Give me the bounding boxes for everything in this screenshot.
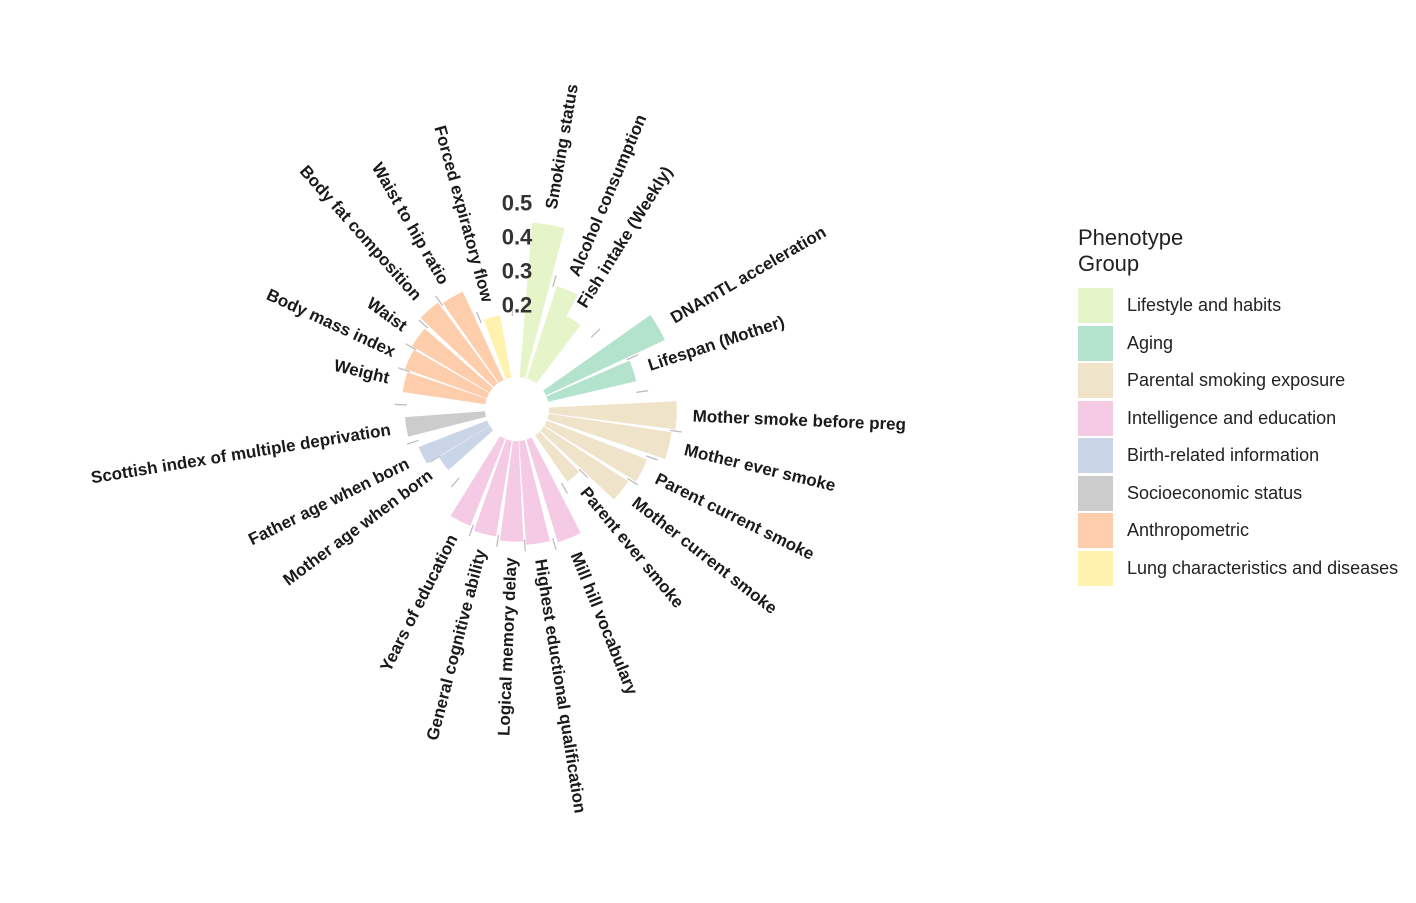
bar xyxy=(442,291,504,383)
bar-label: Logical memory delay xyxy=(494,557,520,737)
tick-mark xyxy=(511,303,514,316)
radial-tick-label: 0.5 xyxy=(502,191,533,216)
radial-tick-label: 0.3 xyxy=(502,259,533,284)
bar xyxy=(438,425,494,471)
legend-item: Aging xyxy=(1078,325,1398,363)
legend-item: Lifestyle and habits xyxy=(1078,287,1398,325)
legend-label: Aging xyxy=(1127,332,1174,353)
legend-item: Parental smoking exposure xyxy=(1078,362,1398,400)
bar xyxy=(544,420,647,482)
legend-label: Anthropometric xyxy=(1127,520,1250,541)
bar xyxy=(402,372,487,405)
tick-mark xyxy=(669,429,682,433)
tick-mark xyxy=(523,539,526,552)
legend-title-line1: Phenotype xyxy=(1078,225,1184,250)
legend-title-line2: Group xyxy=(1078,251,1140,276)
bar xyxy=(526,437,581,543)
legend-swatch xyxy=(1078,325,1113,361)
tick-marks xyxy=(394,275,682,552)
legend-swatch xyxy=(1078,550,1113,586)
bar-label: Smoking status xyxy=(542,83,582,211)
tick-mark xyxy=(435,295,444,307)
bar-label: Highest eductional qualification xyxy=(531,558,590,815)
bars xyxy=(402,222,677,545)
radial-axis-ticks: 0.2 0.3 0.4 0.5 xyxy=(502,191,533,318)
legend-title: Phenotype Group xyxy=(1078,225,1238,277)
bar xyxy=(405,411,486,437)
tick-mark xyxy=(406,439,419,445)
tick-mark xyxy=(645,455,658,461)
legend-label: Lung characteristics and diseases xyxy=(1127,557,1399,578)
bar xyxy=(548,401,677,430)
legend-items: Lifestyle and habits Aging Parental smokin… xyxy=(1078,287,1398,587)
tick-mark xyxy=(398,367,410,373)
bar-label: DNAmTL acceleration xyxy=(667,222,829,327)
tick-mark xyxy=(468,524,475,537)
legend-swatch xyxy=(1078,400,1113,436)
tick-mark xyxy=(429,455,441,463)
legend-swatch xyxy=(1078,288,1113,324)
bar xyxy=(531,315,581,384)
bar xyxy=(519,222,565,379)
radial-tick-label: 0.2 xyxy=(502,293,533,318)
legend-item: Birth-related information xyxy=(1078,437,1398,475)
legend: Phenotype Group Lifestyle and habits Agin… xyxy=(1078,225,1398,587)
legend-item: Socioeconomic status xyxy=(1078,475,1398,513)
bar-label: Waist xyxy=(363,294,411,336)
bar xyxy=(412,328,493,393)
bar xyxy=(473,439,512,537)
bar-label: Mother ever smoke xyxy=(682,440,837,495)
legend-item: Anthropometric xyxy=(1078,512,1398,550)
legend-label: Lifestyle and habits xyxy=(1127,295,1282,316)
bar-label: Weight xyxy=(332,356,392,388)
legend-item: Lung characteristics and diseases xyxy=(1078,550,1398,588)
tick-mark xyxy=(405,343,417,351)
legend-label: Birth-related information xyxy=(1127,445,1320,466)
legend-swatch xyxy=(1078,363,1113,399)
bar xyxy=(546,360,637,402)
bar xyxy=(519,440,550,545)
tick-mark xyxy=(636,390,649,393)
bar-label: Scottish index of multiple deprivation xyxy=(90,420,392,487)
tick-mark xyxy=(552,275,557,288)
bar xyxy=(535,431,580,482)
tick-mark xyxy=(560,482,569,494)
tick-mark xyxy=(590,328,601,338)
tick-mark xyxy=(451,477,460,488)
legend-label: Intelligence and education xyxy=(1127,407,1337,428)
bar xyxy=(420,302,498,388)
bar-label: Lifespan (Mother) xyxy=(646,312,787,375)
legend-label: Parental smoking exposure xyxy=(1127,370,1346,391)
legend-swatch xyxy=(1078,513,1113,549)
tick-mark xyxy=(552,537,557,550)
bar xyxy=(543,315,665,396)
tick-mark xyxy=(626,354,639,361)
tick-mark xyxy=(627,477,639,486)
bar-label: Mother smoke before preg xyxy=(692,407,906,435)
legend-swatch xyxy=(1078,475,1113,511)
bar xyxy=(418,420,490,464)
bar-label: Mill hill vocabulary xyxy=(567,549,642,698)
legend-swatch xyxy=(1078,438,1113,474)
bar xyxy=(499,440,524,542)
bar xyxy=(483,315,512,379)
tick-mark xyxy=(418,319,429,329)
bar xyxy=(540,426,629,500)
bar xyxy=(404,349,490,399)
bar xyxy=(526,286,578,381)
bar xyxy=(547,413,672,460)
tick-mark xyxy=(578,468,589,479)
radial-tick-label: 0.4 xyxy=(502,225,533,250)
legend-label: Socioeconomic status xyxy=(1127,482,1303,503)
bar xyxy=(450,436,506,526)
legend-item: Intelligence and education xyxy=(1078,400,1398,438)
tick-mark xyxy=(475,311,482,324)
tick-mark xyxy=(496,534,500,547)
